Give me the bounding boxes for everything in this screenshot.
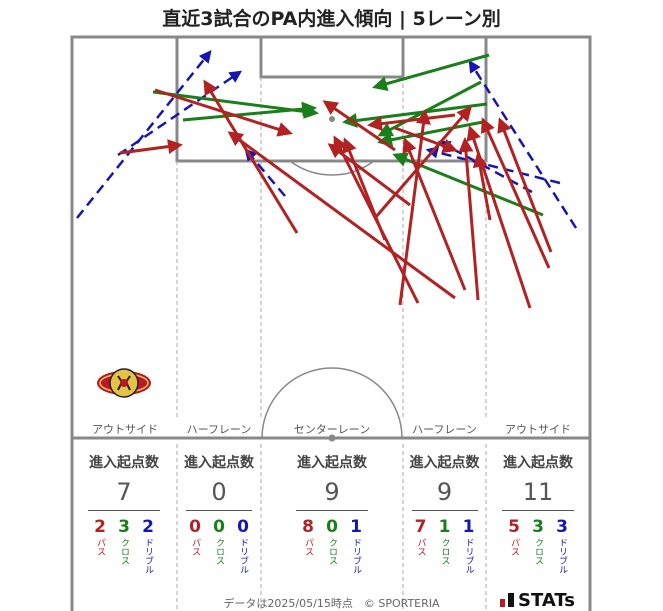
pass-arrow — [402, 137, 467, 291]
lane-panel-halfspace-left: 進入起点数 0 0 パス 0 クロス 0 ドリブル — [178, 452, 260, 574]
lane-panel-outside-right: 進入起点数 11 5 パス 3 クロス 3 ドリブル — [488, 452, 588, 574]
page-title: 直近3試合のPA内進入傾向 | 5レーン別 — [162, 8, 501, 30]
panel-total: 7 — [116, 478, 132, 506]
cross-label: クロス — [214, 538, 224, 565]
goal-area — [259, 35, 405, 79]
logo-bar-icon — [508, 593, 514, 607]
panel-total: 11 — [522, 478, 554, 506]
pass-arrow — [367, 113, 456, 132]
cross-arrow — [377, 120, 484, 148]
pass-label: パス — [415, 538, 426, 556]
dribble-count: 1 — [462, 517, 475, 537]
pass-arrow — [227, 131, 456, 300]
cross-arrow — [377, 80, 482, 137]
penalty-arc — [289, 160, 375, 176]
center-circle — [261, 367, 403, 439]
pass-arrow — [481, 117, 551, 269]
lane-label-halfspace-left: ハーフレーン — [186, 423, 252, 436]
dribble-count: 1 — [350, 517, 362, 537]
pass-label: パス — [95, 538, 105, 556]
dribble-arrow — [76, 50, 212, 219]
dribble-label: ドリブル — [143, 538, 153, 574]
lane-panel-halfspace-right: 進入起点数 9 7 パス 1 クロス 1 ドリブル — [404, 452, 485, 574]
footer-credit: データは2025/05/15時点 © SPORTERIA — [223, 597, 440, 610]
cross-count: 1 — [438, 517, 451, 537]
cross-count: 3 — [118, 517, 130, 537]
pass-label: パス — [303, 538, 313, 556]
lane-panel-outside-left: 進入起点数 7 2 パス 3 クロス 2 ドリブル — [74, 452, 174, 574]
panel-total: 0 — [211, 478, 227, 506]
lane-label-center: センターレーン — [293, 423, 371, 436]
pass-arrow — [472, 152, 492, 221]
pass-arrow — [394, 126, 458, 153]
dribble-count: 0 — [237, 517, 249, 537]
pass-count: 8 — [302, 517, 314, 537]
cross-arrow — [182, 101, 317, 122]
cross-count: 0 — [326, 517, 338, 537]
panel-total: 9 — [324, 478, 340, 506]
pass-label: パス — [509, 538, 519, 556]
dribble-arrow — [425, 146, 561, 185]
cross-label: クロス — [533, 538, 543, 565]
lane-label-halfspace-right: ハーフレーン — [412, 423, 477, 436]
cross-count: 0 — [213, 517, 225, 537]
pitch-thin-lines — [261, 160, 403, 439]
pass-arrow — [322, 100, 396, 152]
penalty-spot — [329, 116, 335, 122]
cross-label: クロス — [119, 538, 129, 565]
center-spot — [328, 434, 336, 442]
logo-mark-icon — [500, 599, 505, 607]
dribble-label: ドリブル — [463, 538, 474, 574]
lane-panel-center: 進入起点数 9 8 パス 0 クロス 1 ドリブル — [263, 452, 401, 574]
pass-arrow — [203, 79, 299, 234]
pass-arrow — [373, 105, 472, 219]
stats-logo: STATs — [500, 590, 575, 611]
pass-count: 7 — [414, 517, 427, 537]
dribble-label: ドリブル — [351, 538, 361, 574]
pass-label: パス — [190, 538, 200, 556]
dribble-arrow — [468, 59, 578, 229]
dribble-count: 2 — [142, 517, 154, 537]
panel-heading: 進入起点数 — [89, 455, 159, 471]
pass-count: 2 — [94, 517, 106, 537]
panel-heading: 進入起点数 — [503, 455, 573, 471]
panel-heading: 進入起点数 — [184, 455, 254, 471]
dribble-count: 3 — [556, 517, 568, 537]
pass-arrow — [119, 139, 183, 155]
panel-heading: 進入起点数 — [297, 455, 367, 471]
kashima-antlers-crest-icon — [97, 368, 151, 398]
cross-label: クロス — [327, 538, 337, 565]
cross-count: 3 — [532, 517, 544, 537]
panel-total: 9 — [436, 478, 453, 506]
pass-arrow — [398, 109, 431, 306]
pass-count: 0 — [189, 517, 201, 537]
dribble-arrow — [117, 70, 243, 157]
cross-label: クロス — [439, 538, 450, 565]
dribble-label: ドリブル — [557, 538, 567, 574]
pass-count: 5 — [508, 517, 520, 537]
entry-arrows — [76, 50, 578, 309]
pass-arrow — [497, 117, 553, 253]
brand-text: STATs — [518, 590, 575, 611]
pass-arrow — [342, 137, 387, 241]
cross-arrow — [372, 53, 490, 91]
lane-label-outside-left: アウトサイド — [92, 423, 158, 436]
panel-heading: 進入起点数 — [409, 455, 480, 471]
dribble-label: ドリブル — [238, 538, 248, 574]
pass-arrow — [327, 143, 411, 207]
lane-label-outside-right: アウトサイド — [505, 423, 571, 436]
pass-arrow — [458, 137, 480, 301]
